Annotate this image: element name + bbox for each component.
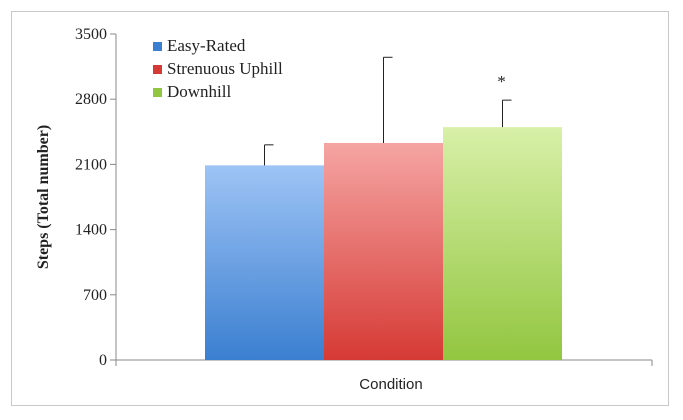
legend-label: Strenuous Uphill: [167, 59, 283, 78]
x-axis-title: Condition: [359, 376, 422, 393]
significance-marker: *: [497, 72, 506, 91]
y-tick-label: 2100: [75, 156, 107, 173]
bars: *: [205, 56, 562, 361]
legend-swatch: [153, 42, 162, 51]
y-tick-label: 3500: [75, 26, 107, 43]
y-axis-title: Steps (Total number): [35, 125, 52, 269]
bar-easy-rated: [205, 165, 324, 360]
bar-downhill: [443, 127, 562, 361]
y-tick-label: 700: [83, 287, 107, 304]
legend-swatch: [153, 65, 162, 74]
y-tick-label: 0: [99, 352, 107, 369]
y-tick-label: 2800: [75, 91, 107, 108]
legend-label: Easy-Rated: [167, 36, 246, 55]
legend-label: Downhill: [167, 82, 232, 101]
legend: Easy-Rated Strenuous Uphill Downhill: [153, 36, 283, 101]
y-tick-label: 1400: [75, 222, 107, 239]
bar-strenuous-uphill: [324, 142, 443, 360]
legend-swatch: [153, 88, 162, 97]
